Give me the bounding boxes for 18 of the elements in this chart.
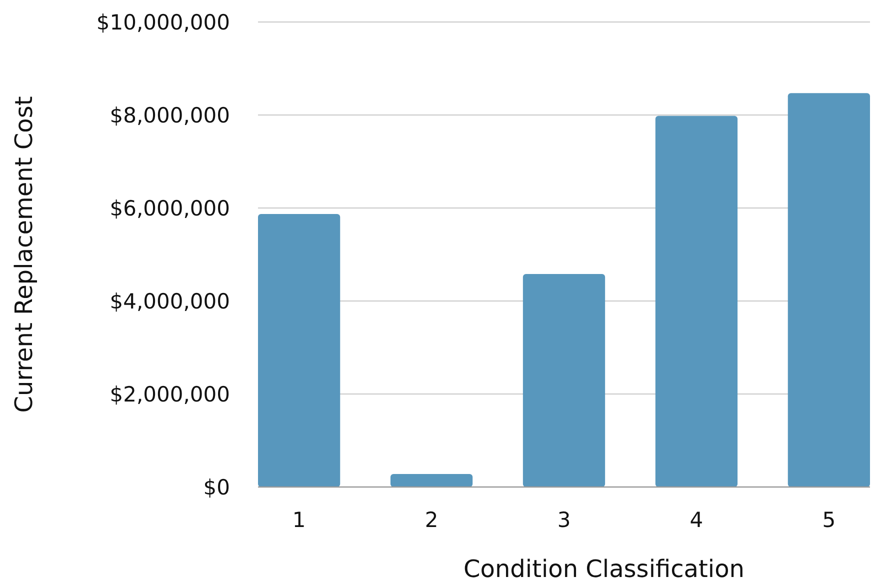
y-axis-title: Current Replacement Cost — [10, 96, 38, 413]
bar — [522, 274, 606, 487]
y-tick-label: $2,000,000 — [110, 382, 230, 406]
x-tick-label: 2 — [424, 508, 438, 532]
bar — [390, 474, 473, 487]
y-tick-label: $0 — [203, 475, 230, 500]
y-tick-label: $4,000,000 — [110, 289, 230, 314]
bar — [258, 214, 340, 487]
bar — [655, 116, 738, 487]
y-tick-label: $6,000,000 — [110, 196, 230, 220]
bar — [788, 93, 870, 487]
y-tick-label: $10,000,000 — [96, 10, 230, 34]
y-tick-label: $8,000,000 — [110, 103, 230, 128]
x-tick-label: 5 — [822, 508, 836, 532]
x-tick-label: 3 — [557, 508, 571, 532]
x-axis-title: Condition Classification — [464, 555, 744, 583]
x-tick-label: 4 — [690, 508, 704, 532]
x-tick-label: 1 — [292, 508, 306, 532]
